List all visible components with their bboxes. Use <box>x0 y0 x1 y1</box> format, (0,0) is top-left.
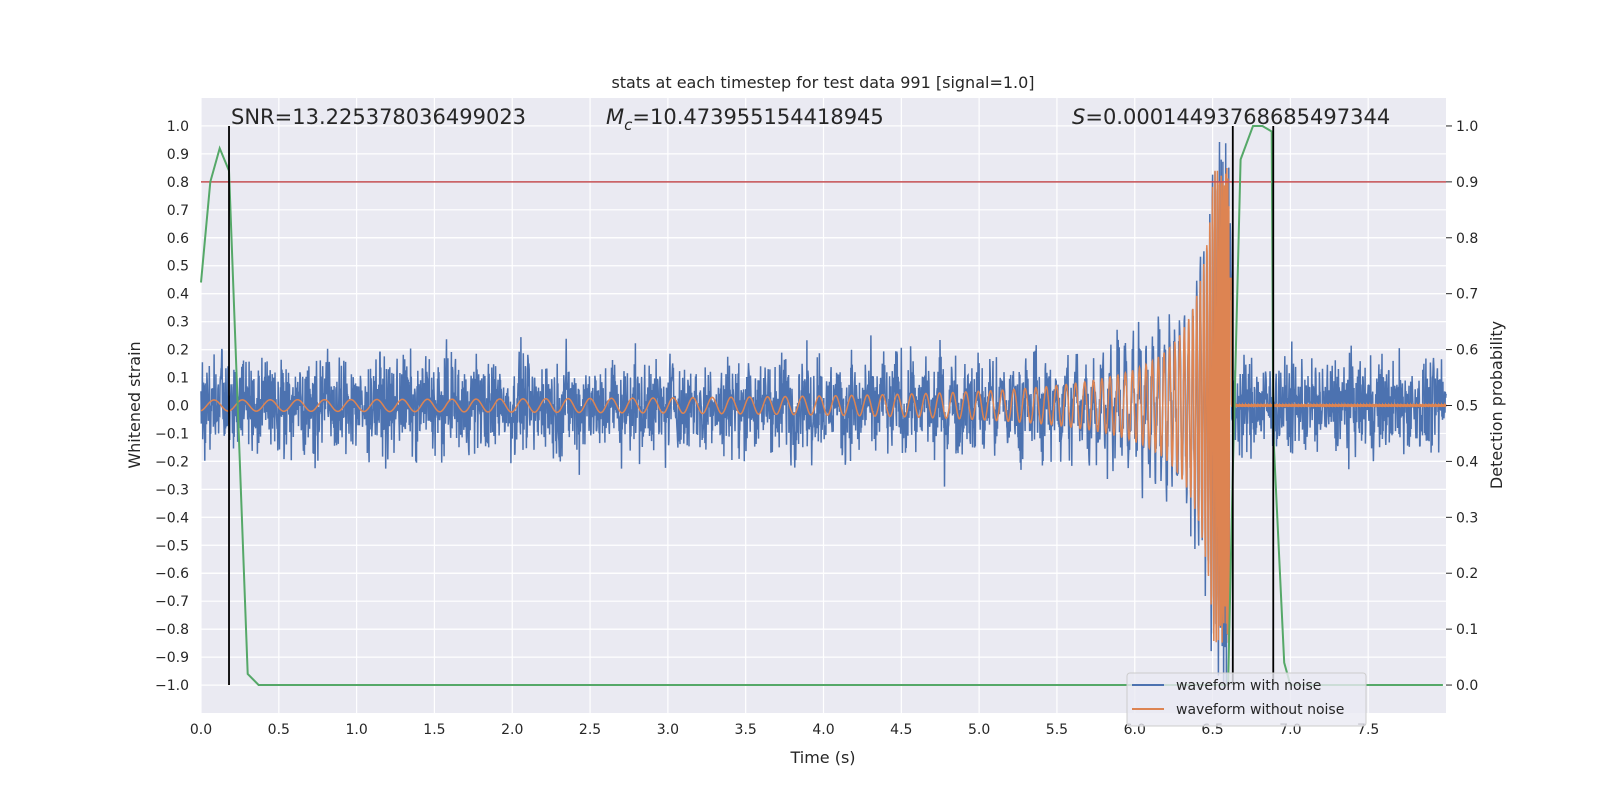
y-tick-label: 0.7 <box>167 203 189 219</box>
x-axis-label: Time (s) <box>789 748 855 767</box>
y2-tick-label: 0.0 <box>1456 678 1478 694</box>
y2-tick-label: 0.7 <box>1456 287 1478 303</box>
x-tick-label: 0.5 <box>268 722 290 738</box>
y-tick-label: 0.1 <box>167 371 189 387</box>
y-tick-label: 0.6 <box>167 231 189 247</box>
y2-tick-label: 0.4 <box>1456 454 1478 470</box>
s-symbol: S <box>1072 105 1085 129</box>
series-detection-probability <box>200 125 1443 686</box>
x-tick-label: 5.5 <box>1046 722 1068 738</box>
x-tick-label: 1.5 <box>423 722 445 738</box>
y-tick-label: −0.5 <box>155 538 189 554</box>
y-axis-label: Whitened strain <box>125 341 144 468</box>
chirp-mass-annotation: Mc=10.473955154418945 <box>606 105 884 134</box>
y-tick-label: 0.5 <box>167 259 189 275</box>
y-tick-label: 0.3 <box>167 315 189 331</box>
x-tick-label: 2.0 <box>501 722 523 738</box>
chart-title: stats at each timestep for test data 991… <box>611 73 1034 92</box>
chirp-mass-subscript: c <box>624 116 633 134</box>
y-tick-label: −0.9 <box>155 650 189 666</box>
x-tick-label: 1.0 <box>345 722 367 738</box>
s-value: =0.00014493768685497344 <box>1085 105 1390 129</box>
x-tick-label: 4.0 <box>812 722 834 738</box>
y-tick-label: 0.0 <box>167 399 189 415</box>
y2-tick-label: 0.2 <box>1456 566 1478 582</box>
y-tick-label: 0.9 <box>167 147 189 163</box>
y-tick-label: 0.2 <box>167 343 189 359</box>
x-tick-label: 4.5 <box>890 722 912 738</box>
y-tick-label: −0.7 <box>155 594 189 610</box>
legend-label-noise: waveform with noise <box>1176 678 1321 694</box>
y-tick-label: 0.8 <box>167 175 189 191</box>
y2-tick-label: 0.6 <box>1456 343 1478 359</box>
y-tick-label: −1.0 <box>155 678 189 694</box>
legend-box <box>1126 672 1367 727</box>
chirp-mass-value: =10.473955154418945 <box>632 105 883 129</box>
y2-tick-label: 0.1 <box>1456 622 1478 638</box>
y-tick-label: −0.6 <box>155 566 189 582</box>
y2-tick-label: 0.8 <box>1456 231 1478 247</box>
series-waveform-with-noise <box>200 141 1447 690</box>
y-tick-label: −0.8 <box>155 622 189 638</box>
y-tick-label: 1.0 <box>167 119 189 135</box>
x-tick-label: 0.0 <box>190 722 212 738</box>
y2-axis-label: Detection probability <box>1487 321 1506 489</box>
snr-annotation: SNR=13.225378036499023 <box>231 105 526 129</box>
tick-labels: 0.0 0.5 1.0 1.5 2.0 2.5 3.0 3.5 4.0 4.5 5.0 5.5 6.0 6… <box>155 119 1478 738</box>
s-annotation: S=0.00014493768685497344 <box>1072 105 1390 129</box>
y-tick-label: 0.4 <box>167 287 189 303</box>
y-tick-label: −0.1 <box>155 426 189 442</box>
x-tick-label: 5.0 <box>968 722 990 738</box>
y-tick-label: −0.3 <box>155 482 189 498</box>
x-tick-label: 3.5 <box>735 722 757 738</box>
series-waveform-without-noise <box>200 167 1447 643</box>
legend: waveform with noise waveform without noi… <box>1126 672 1367 727</box>
x-tick-label: 3.0 <box>657 722 679 738</box>
series-layer <box>200 125 1447 690</box>
chirp-mass-symbol: M <box>606 105 624 129</box>
legend-label-clean: waveform without noise <box>1176 702 1344 718</box>
y-tick-label: −0.4 <box>155 510 189 526</box>
x-tick-label: 2.5 <box>579 722 601 738</box>
y2-tick-label: 0.9 <box>1456 175 1478 191</box>
y2-tick-label: 0.5 <box>1456 399 1478 415</box>
y2-tick-label: 0.3 <box>1456 510 1478 526</box>
y2-tick-label: 1.0 <box>1456 119 1478 135</box>
y-tick-label: −0.2 <box>155 454 189 470</box>
